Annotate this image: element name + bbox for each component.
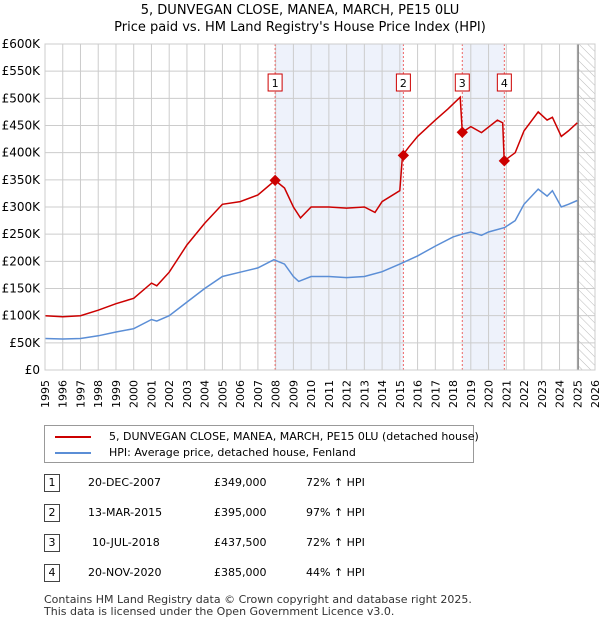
footer: Contains HM Land Registry data © Crown c… [44, 594, 472, 618]
legend-swatch-red [55, 435, 91, 438]
x-tick-label: 2019 [465, 380, 478, 408]
sale-date: 20-NOV-2020 [88, 566, 162, 579]
x-tick-label: 2018 [447, 380, 460, 408]
y-tick-label: £400K [2, 146, 42, 160]
y-tick-label: £50K [9, 336, 41, 350]
sale-label-box [267, 73, 283, 92]
title-line: 5, DUNVEGAN CLOSE, MANEA, MARCH, PE15 0L… [140, 3, 460, 18]
sale-badge: 3 [44, 534, 60, 552]
sale-label: 1 [272, 77, 279, 90]
y-tick-label: £350K [2, 173, 42, 187]
x-tick-label: 2010 [305, 380, 318, 408]
sale-date: 13-MAR-2015 [88, 506, 163, 519]
x-tick-label: 2013 [358, 380, 371, 408]
sale-badge: 2 [44, 504, 60, 522]
y-tick-label: £300K [2, 200, 42, 214]
legend: 5, DUNVEGAN CLOSE, MANEA, MARCH, PE15 0L… [44, 425, 479, 463]
x-tick-label: 2002 [163, 380, 176, 408]
x-tick-label: 2017 [429, 380, 442, 408]
legend-item-property: 5, DUNVEGAN CLOSE, MANEA, MARCH, PE15 0L… [55, 430, 479, 443]
chart-title: 5, DUNVEGAN CLOSE, MANEA, MARCH, PE15 0L… [0, 2, 600, 36]
x-tick-label: 1999 [110, 380, 123, 408]
y-tick-label: £200K [2, 254, 42, 268]
x-tick-label: 2004 [199, 380, 212, 408]
x-tick-label: 2015 [394, 380, 407, 408]
y-tick-label: £550K [2, 64, 42, 78]
x-tick-label: 2023 [536, 380, 549, 408]
subtitle-line: Price paid vs. HM Land Registry's House … [114, 20, 486, 35]
y-tick-label: £250K [2, 227, 42, 241]
y-tick-label: £150K [2, 282, 42, 296]
table-row: 2 13-MAR-2015 £395,000 97% ↑ HPI [44, 504, 404, 534]
legend-label: 5, DUNVEGAN CLOSE, MANEA, MARCH, PE15 0L… [109, 430, 479, 443]
x-tick-label: 1997 [74, 380, 87, 408]
x-tick-label: 2007 [252, 380, 265, 408]
footer-license: This data is licensed under the Open Gov… [44, 605, 395, 618]
x-tick-label: 2008 [270, 380, 283, 408]
x-tick-label: 2020 [483, 380, 496, 408]
sale-price: £349,000 [214, 476, 267, 489]
sale-point [269, 174, 281, 187]
sale-hpi: 72% ↑ HPI [306, 476, 365, 489]
x-tick-label: 2024 [554, 380, 567, 408]
sale-point [498, 155, 510, 167]
sale-label-box [454, 73, 470, 92]
legend-label: HPI: Average price, detached house, Fenl… [109, 446, 356, 459]
table-row: 3 10-JUL-2018 £437,500 72% ↑ HPI [44, 534, 404, 564]
x-tick-label: 2003 [181, 380, 194, 408]
x-tick-label: 2012 [341, 380, 354, 408]
y-tick-label: £100K [2, 309, 42, 323]
x-tick-label: 2026 [589, 380, 600, 408]
x-tick-label: 2011 [323, 380, 336, 408]
y-tick-label: £600K [2, 37, 42, 51]
x-tick-label: 2022 [518, 380, 531, 408]
sale-date: 10-JUL-2018 [92, 536, 160, 549]
sale-label: 4 [501, 77, 508, 90]
x-tick-label: 1998 [92, 380, 105, 408]
sale-label: 2 [400, 77, 407, 90]
y-tick-label: £0 [25, 363, 40, 377]
sale-hpi: 72% ↑ HPI [306, 536, 365, 549]
sale-label-box [395, 73, 411, 92]
sale-hpi: 97% ↑ HPI [306, 506, 365, 519]
sale-point [397, 149, 410, 162]
sale-badge: 1 [44, 474, 60, 492]
table-row: 1 20-DEC-2007 £349,000 72% ↑ HPI [44, 474, 404, 504]
legend-swatch-blue [55, 451, 91, 454]
x-tick-label: 2000 [128, 380, 141, 408]
x-tick-label: 2025 [571, 380, 584, 408]
sales-table: 1 20-DEC-2007 £349,000 72% ↑ HPI 2 13-MA… [44, 474, 404, 594]
sale-point [456, 126, 468, 138]
series-line [44, 188, 578, 340]
x-tick-label: 2001 [145, 380, 158, 408]
x-tick-label: 1996 [57, 380, 70, 408]
sale-date: 20-DEC-2007 [88, 476, 162, 489]
footer-copyright: Contains HM Land Registry data © Crown c… [44, 593, 472, 606]
sale-price: £395,000 [214, 506, 267, 519]
x-tick-label: 2014 [376, 380, 389, 408]
x-tick-label: 2016 [412, 380, 425, 408]
sale-hpi: 44% ↑ HPI [306, 566, 365, 579]
x-tick-label: 1995 [39, 380, 52, 408]
sale-price: £385,000 [214, 566, 267, 579]
sale-price: £437,500 [214, 536, 267, 549]
x-tick-label: 2009 [287, 380, 300, 408]
y-tick-label: £500K [2, 91, 42, 105]
sale-label: 3 [459, 77, 466, 90]
sale-label-box [496, 73, 512, 92]
table-row: 4 20-NOV-2020 £385,000 44% ↑ HPI [44, 564, 404, 594]
plot-border [44, 43, 596, 371]
x-tick-label: 2021 [500, 380, 513, 408]
price-chart: 1995 1996 1997 1998 1999 2000 2001 2002 2003 2004… [2, 37, 600, 408]
legend-item-hpi: HPI: Average price, detached house, Fenl… [55, 446, 356, 459]
y-tick-label: £450K [2, 119, 42, 133]
x-tick-label: 2006 [234, 380, 247, 408]
series-line [44, 95, 578, 318]
x-tick-label: 2005 [216, 380, 229, 408]
sale-badge: 4 [44, 564, 60, 582]
